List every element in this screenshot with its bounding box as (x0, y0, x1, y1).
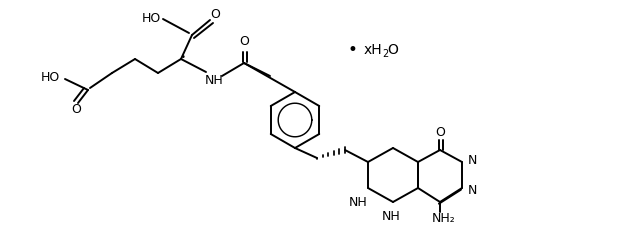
Text: NH: NH (205, 73, 223, 87)
Text: O: O (210, 8, 220, 20)
Text: xH: xH (364, 43, 383, 57)
Text: N: N (467, 155, 477, 168)
Text: NH: NH (349, 196, 367, 209)
Text: •: • (180, 53, 186, 61)
Text: O: O (239, 35, 249, 47)
Text: NH₂: NH₂ (432, 211, 456, 224)
Text: N: N (467, 183, 477, 196)
Text: HO: HO (141, 12, 161, 24)
Text: O: O (71, 102, 81, 115)
Text: O: O (435, 127, 445, 140)
Text: NH: NH (381, 210, 401, 223)
Text: •: • (347, 41, 357, 59)
Text: 2: 2 (382, 49, 388, 59)
Text: O: O (387, 43, 398, 57)
Text: HO: HO (40, 70, 60, 83)
